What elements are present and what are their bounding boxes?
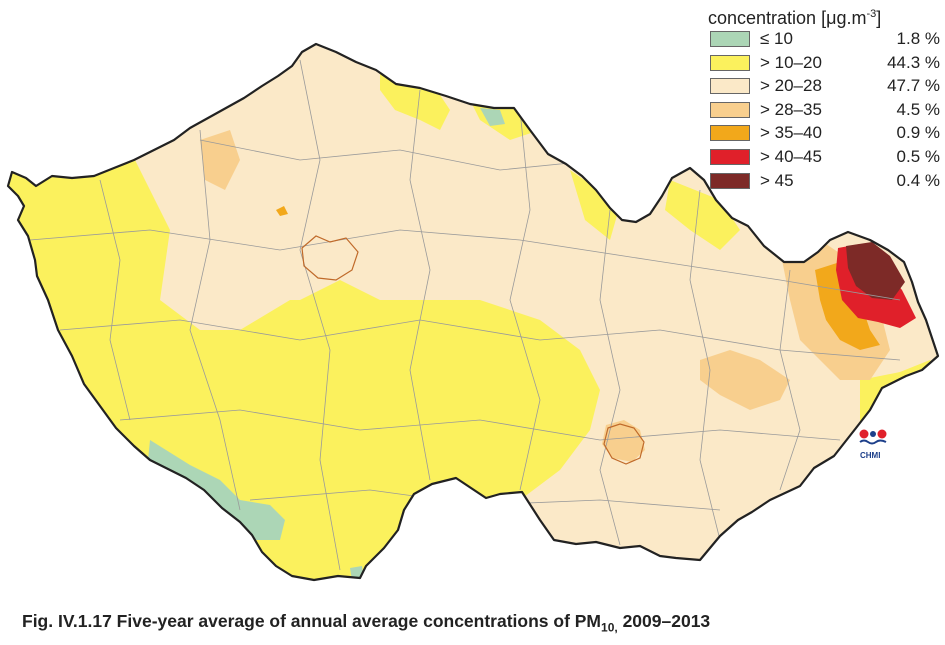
legend-label: > 40–45 [760, 146, 822, 166]
legend-label: > 20–28 [760, 76, 822, 96]
zone-28-35-podkrusnohori [200, 130, 240, 190]
legend-percent: 0.9 % [896, 123, 940, 143]
caption-suffix: 2009–2013 [617, 611, 711, 631]
legend-swatch [710, 148, 750, 165]
legend-percent: 0.5 % [896, 146, 940, 166]
district-boundaries [29, 59, 901, 571]
legend-percent: 1.8 % [896, 29, 940, 48]
zone-28-35-brno [602, 420, 645, 462]
map-area [6, 42, 940, 582]
caption-prefix: Fig. IV.1.17 Five-year average of annual… [22, 611, 602, 631]
chmi-logo-text: CHMI [860, 451, 881, 460]
zone-gt-45-karvina [846, 242, 905, 300]
legend-label: > 45 [760, 170, 794, 190]
legend-row: > 10–20 44.3 % [706, 52, 942, 76]
legend-percent: 0.4 % [896, 170, 940, 190]
legend-swatch [710, 125, 750, 142]
zone-10-20-jesenik [665, 180, 740, 250]
brno-outline [603, 423, 645, 465]
pm10-concentration-map [6, 42, 940, 582]
legend-percent: 4.5 % [896, 99, 940, 119]
legend-row: > 28–35 4.5 % [706, 99, 942, 123]
legend-title: concentration [μg.m-3] [708, 4, 942, 28]
national-border [6, 42, 940, 582]
legend-title-main: concentration [μg.m [708, 8, 867, 28]
figure-caption: Fig. IV.1.17 Five-year average of annual… [22, 611, 710, 635]
legend-swatch [710, 101, 750, 118]
legend-row: > 40–45 0.5 % [706, 146, 942, 170]
legend-row: > 35–40 0.9 % [706, 122, 942, 146]
legend-title-exponent: -3 [866, 8, 877, 20]
legend-swatch [710, 31, 750, 47]
legend: concentration [μg.m-3] ≤ 10 1.8 % > 10–20 4… [706, 4, 942, 193]
legend-row: ≤ 10 1.8 % [706, 28, 942, 52]
legend-percent: 47.7 % [887, 76, 940, 96]
legend-swatch [710, 54, 750, 71]
legend-label: > 35–40 [760, 123, 822, 143]
zone-10-20-sudeten [570, 170, 620, 240]
zone-35-40-kladno [276, 206, 288, 216]
zone-10-20-beskydy [860, 360, 938, 580]
caption-subscript: 10, [601, 620, 618, 635]
legend-row: > 45 0.4 % [706, 170, 942, 194]
legend-swatch [710, 78, 750, 95]
legend-label: ≤ 10 [760, 29, 793, 48]
zone-le-10-sumava [148, 440, 285, 540]
zone-28-35-zlin [700, 350, 790, 410]
legend-percent: 44.3 % [887, 52, 940, 72]
legend-swatch [710, 172, 750, 189]
legend-label: > 28–35 [760, 99, 822, 119]
prague-outline [301, 235, 359, 281]
chmi-logo-icon [858, 428, 888, 462]
legend-label: > 10–20 [760, 52, 822, 72]
legend-title-close: ] [876, 8, 882, 28]
zone-le-10-krkonose [480, 108, 505, 126]
legend-row: > 20–28 47.7 % [706, 75, 942, 99]
legend-rows: ≤ 10 1.8 % > 10–20 44.3 % > 20–28 47.7 % > 28–… [706, 28, 942, 193]
